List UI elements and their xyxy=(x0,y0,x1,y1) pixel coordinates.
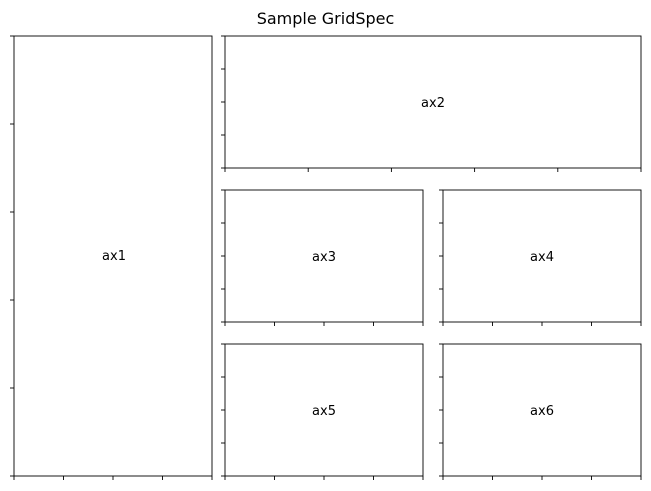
ax5-ticks xyxy=(221,343,424,480)
axes-ax4: ax4 xyxy=(439,189,642,326)
ax3-label: ax3 xyxy=(312,250,336,265)
ax6-ticks xyxy=(439,343,642,480)
ax4-frame xyxy=(442,189,642,323)
ax2-frame xyxy=(224,35,642,169)
figure-title: Sample GridSpec xyxy=(257,9,395,28)
ax5-label: ax5 xyxy=(312,404,336,419)
ax2-label: ax2 xyxy=(421,96,445,111)
axes-ax6: ax6 xyxy=(439,343,642,480)
ax1-frame xyxy=(13,35,213,477)
axes-ax5: ax5 xyxy=(221,343,424,480)
ax5-frame xyxy=(224,343,424,477)
ax3-ticks xyxy=(221,189,424,326)
ax4-ticks xyxy=(439,189,642,326)
axes-ax1: ax1 xyxy=(10,35,213,480)
ax2-ticks xyxy=(221,35,642,172)
ax1-label: ax1 xyxy=(102,249,126,264)
ax6-frame xyxy=(442,343,642,477)
axes-ax2: ax2 xyxy=(221,35,642,172)
ax3-frame xyxy=(224,189,424,323)
axes-ax3: ax3 xyxy=(221,189,424,326)
ax4-label: ax4 xyxy=(530,250,554,265)
ax1-ticks xyxy=(10,35,213,480)
ax6-label: ax6 xyxy=(530,404,554,419)
